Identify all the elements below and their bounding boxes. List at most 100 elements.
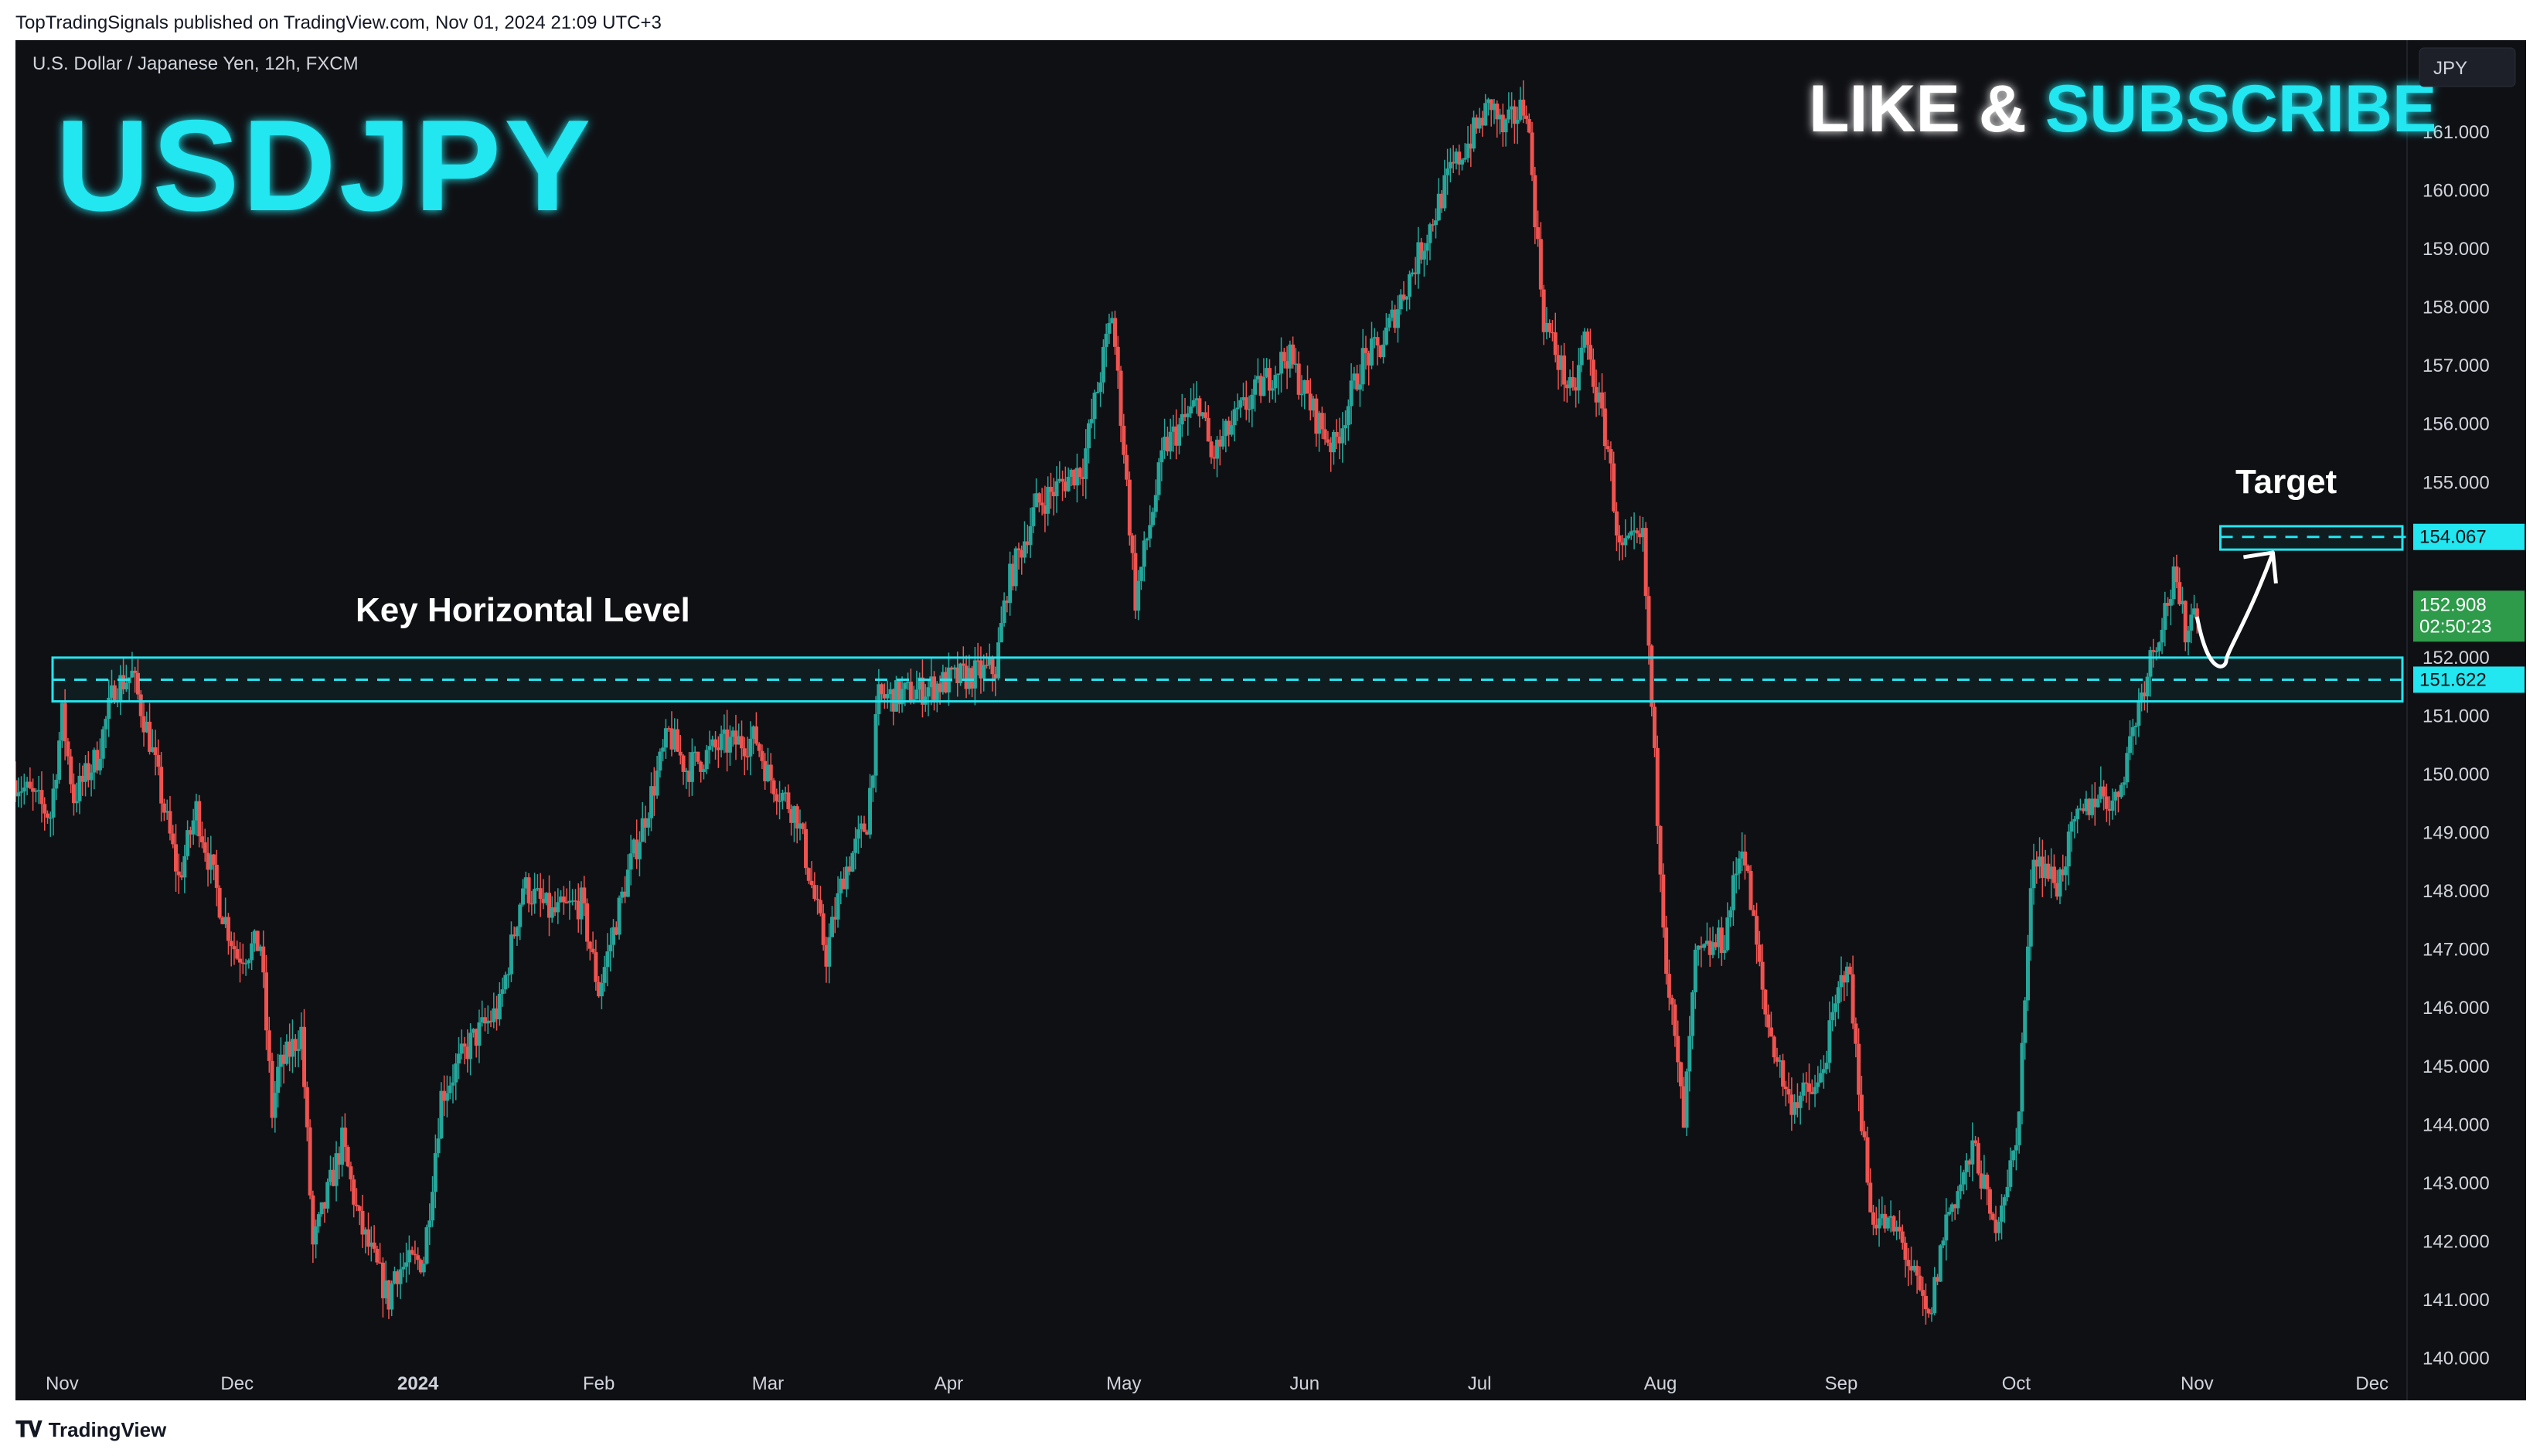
candle-body — [1801, 1082, 1806, 1096]
candle-body — [526, 877, 531, 903]
candle-body — [1702, 944, 1707, 948]
candle-body — [585, 903, 590, 942]
candle-body — [533, 889, 537, 904]
candle-body — [1661, 874, 1666, 928]
candle-body — [1209, 441, 1214, 458]
candle-body — [1395, 309, 1400, 328]
candle-body — [296, 1049, 301, 1051]
candle-body — [1451, 162, 1456, 164]
candle — [646, 812, 651, 836]
candle-body — [243, 963, 248, 964]
candle — [1757, 930, 1762, 967]
candle-body — [1224, 420, 1228, 437]
candle — [587, 941, 592, 961]
candle — [288, 1023, 292, 1072]
candle — [1653, 702, 1657, 757]
candle — [110, 669, 114, 704]
candle-body — [2133, 726, 2138, 727]
candle — [935, 681, 939, 713]
candle-body — [842, 878, 846, 890]
candle — [448, 1076, 452, 1100]
candle-body — [1255, 376, 1260, 379]
candle — [620, 886, 625, 903]
candle — [2051, 854, 2056, 889]
candle — [1104, 323, 1108, 367]
candle-body — [1947, 1211, 1952, 1215]
candle — [1524, 105, 1529, 124]
candle-body — [2122, 782, 2126, 785]
price-chart[interactable]: 140.000141.000142.000143.000144.000145.0… — [13, 40, 2526, 1400]
candle-body — [672, 729, 677, 750]
candle-body — [1541, 289, 1546, 332]
candle — [804, 822, 809, 875]
candle — [1579, 335, 1584, 373]
candle-body — [95, 750, 100, 771]
candle — [46, 810, 50, 824]
chart-container[interactable]: 140.000 141.000 142.000 143.000 144.000 145.0… — [13, 40, 2526, 1400]
candle-body — [1130, 535, 1135, 553]
candle — [1439, 189, 1444, 213]
bar-countdown: 02:50:23 — [2419, 616, 2491, 637]
candle — [1868, 1168, 1873, 1213]
candle — [1956, 1186, 1960, 1215]
candle-body — [480, 1017, 485, 1022]
candle-body — [1401, 294, 1406, 300]
candle — [1483, 94, 1488, 126]
candle — [1165, 426, 1170, 456]
candle-body — [1696, 945, 1701, 950]
candle-body — [2125, 753, 2130, 783]
y-tick-label: 140.000 — [2423, 1349, 2490, 1369]
candle — [386, 1279, 391, 1319]
candle — [862, 815, 867, 832]
candle-body — [2066, 831, 2071, 867]
candle-body — [465, 1046, 470, 1060]
candle — [431, 1175, 435, 1227]
candle-body — [159, 767, 164, 804]
candle — [1801, 1073, 1806, 1101]
candle — [1915, 1260, 1919, 1294]
candle — [1655, 735, 1660, 844]
currency-badge[interactable] — [2419, 47, 2516, 87]
candle — [1061, 470, 1065, 502]
time-axis[interactable]: Nov Dec 2024 Feb Mar Apr May Jun Jul Aug Sep Oct Nov… — [46, 1373, 2388, 1394]
candle — [1197, 395, 1202, 428]
y-tick-label: 152.000 — [2423, 648, 2490, 668]
price-tags: 154.067 152.908 02:50:23 151.622 — [2413, 523, 2525, 693]
candle — [1664, 915, 1669, 985]
candle — [2192, 594, 2197, 618]
candle — [1364, 335, 1368, 370]
candle-body — [130, 670, 134, 678]
candle-body — [1559, 355, 1564, 370]
candle — [1830, 996, 1835, 1032]
candle-body — [1480, 117, 1485, 126]
candle-body — [958, 663, 963, 683]
candle-body — [765, 764, 770, 781]
candle-body — [1987, 1189, 1992, 1214]
candle-body — [1547, 322, 1552, 332]
candle — [1110, 311, 1115, 324]
candle-body — [1810, 1091, 1814, 1094]
candle — [1921, 1277, 1925, 1316]
candle — [1576, 348, 1581, 404]
candle-body — [1752, 910, 1756, 917]
candle — [141, 700, 146, 747]
candle-body — [1961, 1172, 1966, 1185]
price-axis[interactable]: 140.000141.000142.000143.000144.000145.0… — [2423, 122, 2490, 1369]
candle-body — [1510, 106, 1514, 110]
candle — [89, 764, 94, 797]
y-tick-label: 145.000 — [2423, 1056, 2490, 1077]
candle — [512, 926, 516, 939]
candle-body — [1847, 966, 1852, 975]
candle — [748, 721, 753, 776]
candle — [112, 680, 117, 705]
candle-body — [1941, 1240, 1946, 1246]
candle-body — [168, 811, 172, 834]
candle — [914, 670, 919, 700]
candle — [28, 767, 32, 790]
candle-body — [2072, 818, 2077, 822]
candle — [118, 665, 123, 716]
candle-body — [1591, 359, 1595, 387]
candle — [821, 903, 826, 951]
y-tick-label: 144.000 — [2423, 1114, 2490, 1135]
candle — [2099, 766, 2103, 803]
